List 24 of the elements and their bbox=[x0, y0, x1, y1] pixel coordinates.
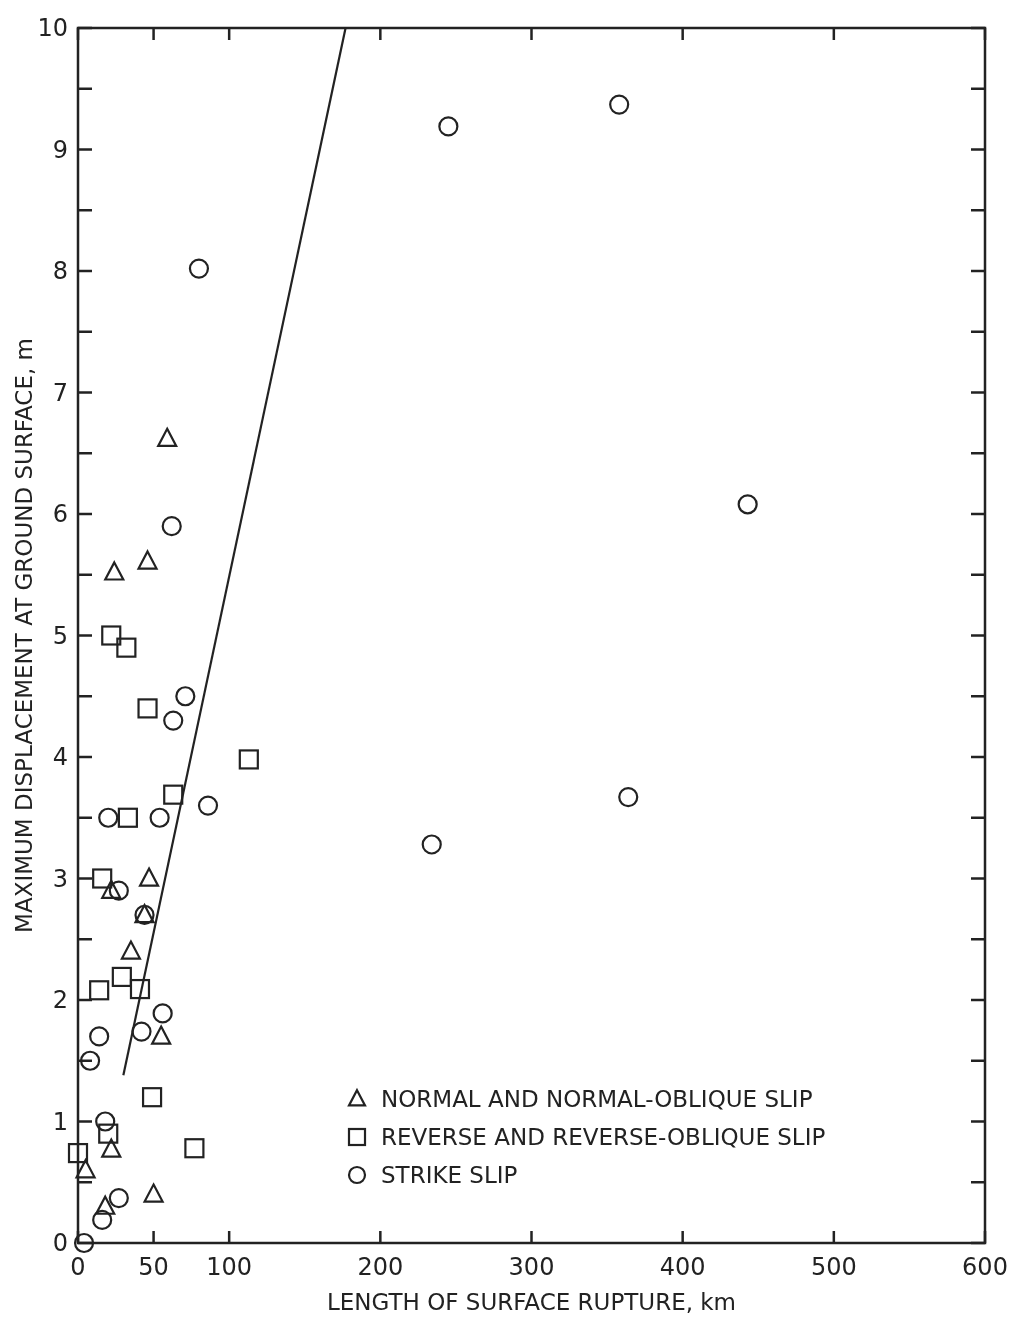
legend-label: REVERSE AND REVERSE-OBLIQUE SLIP bbox=[381, 1124, 826, 1151]
x-tick-label: 100 bbox=[206, 1253, 253, 1281]
y-tick-label: 4 bbox=[52, 743, 68, 772]
x-tick-label: 200 bbox=[357, 1253, 404, 1281]
y-tick-label: 0 bbox=[52, 1229, 68, 1258]
legend-label: STRIKE SLIP bbox=[381, 1162, 518, 1189]
y-tick-label: 7 bbox=[52, 378, 68, 407]
y-tick-label: 6 bbox=[52, 500, 68, 529]
y-axis-title: MAXIMUM DISPLACEMENT AT GROUND SURFACE, m bbox=[11, 338, 37, 933]
y-tick-label: 8 bbox=[52, 257, 68, 286]
legend-label: NORMAL AND NORMAL-OBLIQUE SLIP bbox=[381, 1086, 813, 1113]
x-tick-label: 600 bbox=[962, 1253, 1008, 1281]
y-tick-label: 1 bbox=[52, 1107, 68, 1136]
y-tick-label: 2 bbox=[52, 986, 68, 1015]
y-tick-label: 3 bbox=[52, 864, 68, 893]
x-tick-label: 0 bbox=[70, 1253, 86, 1281]
x-tick-label: 400 bbox=[659, 1253, 706, 1281]
x-tick-label: 300 bbox=[508, 1253, 555, 1281]
y-tick-label: 9 bbox=[52, 135, 68, 164]
x-tick-label: 500 bbox=[810, 1253, 857, 1281]
x-tick-label: 50 bbox=[138, 1253, 169, 1281]
y-tick-label: 5 bbox=[52, 621, 68, 650]
x-axis-title: LENGTH OF SURFACE RUPTURE, km bbox=[326, 1289, 737, 1315]
y-tick-label: 10 bbox=[37, 14, 68, 43]
